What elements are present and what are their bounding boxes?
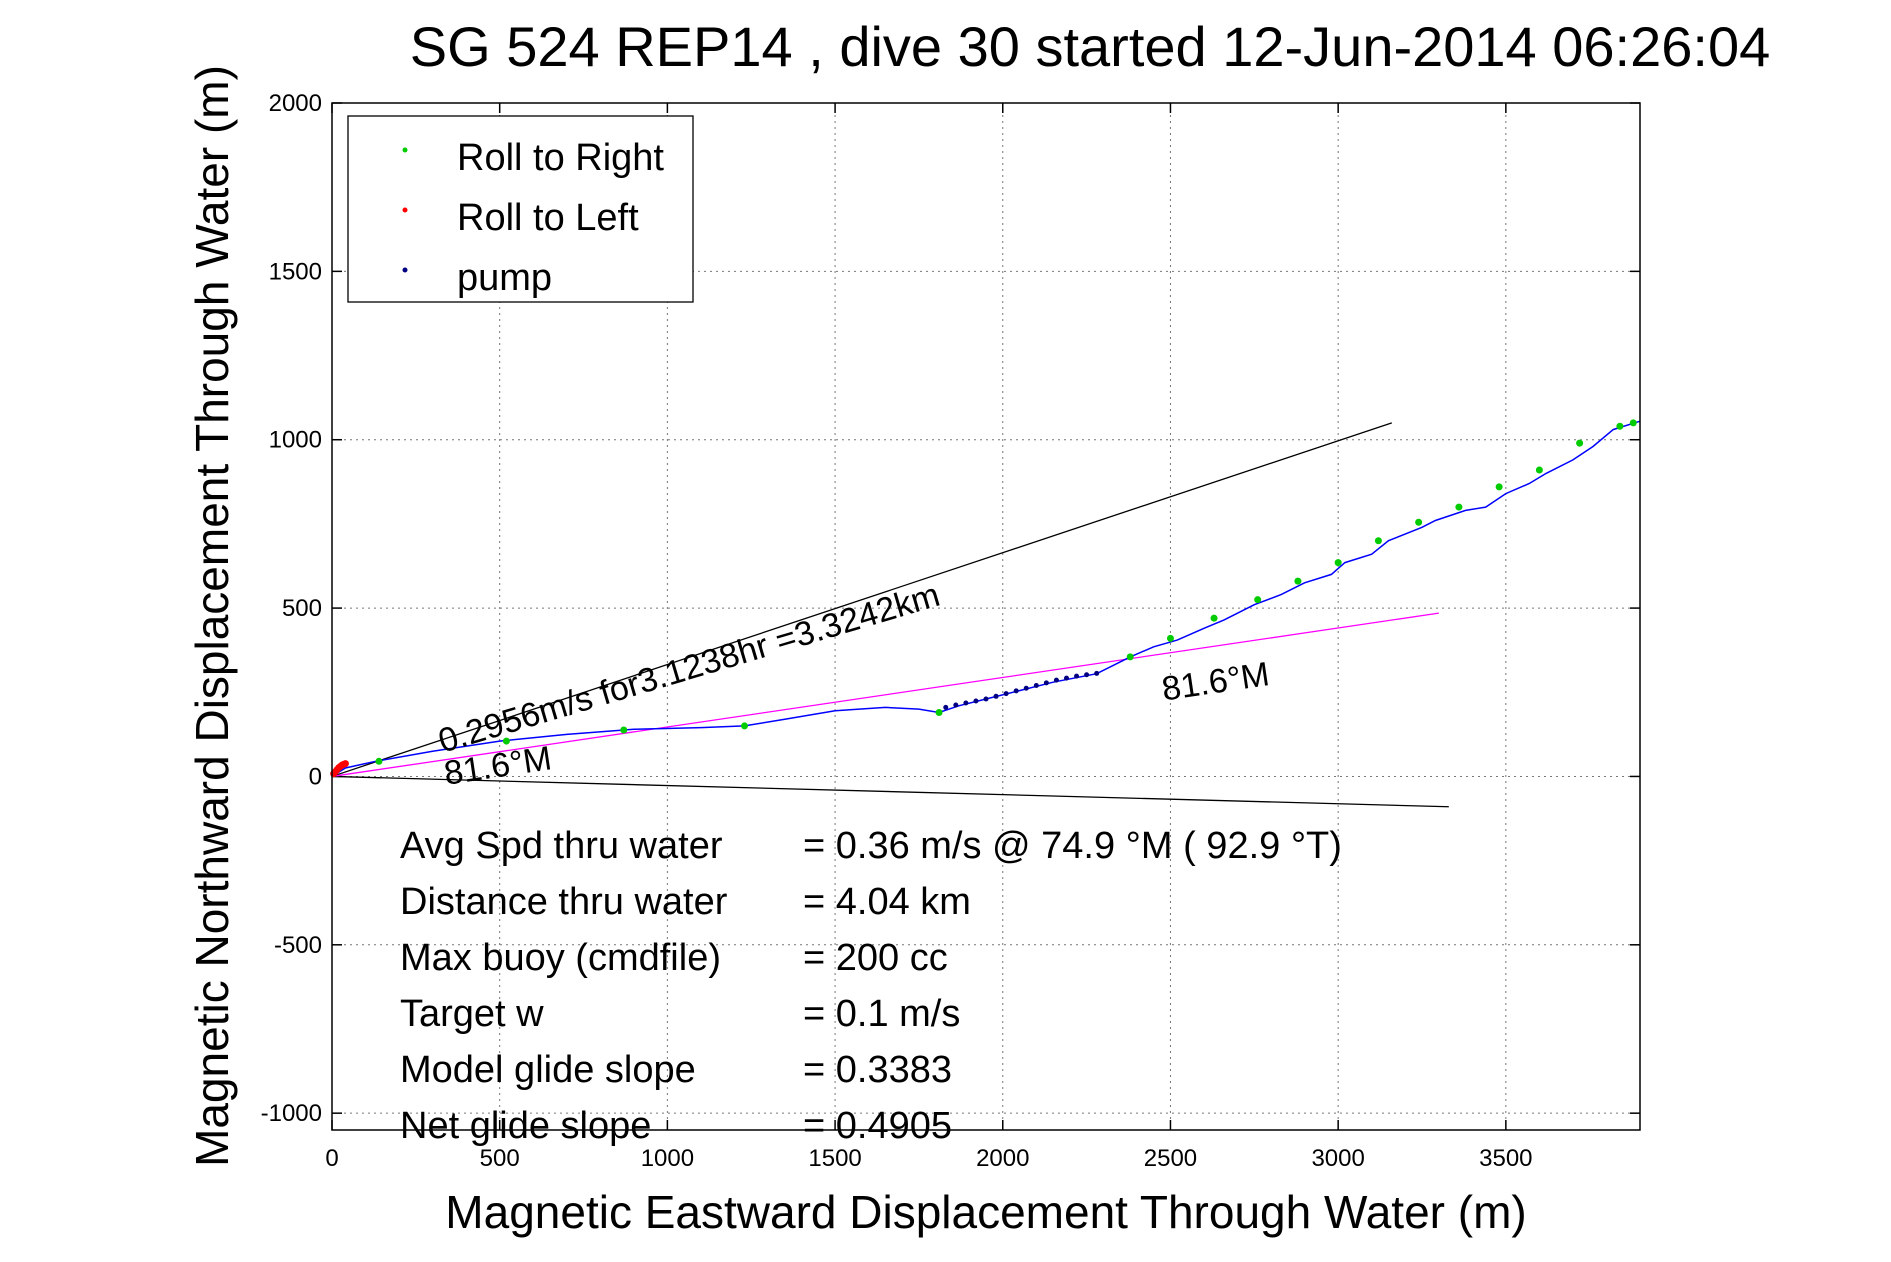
x-tick-label: 500 [480,1145,520,1172]
roll-right-point [1374,537,1382,545]
markers [330,419,1637,778]
pump-point [953,702,959,708]
pump-point [1094,670,1100,676]
pump-point [1053,677,1059,683]
stat-value: = 200 cc [803,937,948,979]
stat-value: = 0.36 m/s @ 74.9 °M ( 92.9 °T) [803,825,1342,867]
legend-label: Roll to Right [457,137,664,179]
plot-frame [331,102,1641,1131]
axis-ticks: 0 500 1000 1500 2000 2500 3000 3500 -1000 -500 0 50… [261,90,1640,1172]
y-axis-label: Magnetic Northward Displacement Through … [186,65,238,1167]
x-tick-label: 1500 [808,1145,861,1172]
legend-marker [402,207,408,213]
roll-right-point [1629,419,1637,427]
reference-line-lower [331,775,1449,808]
y-tick-label: 500 [282,595,322,622]
roll-right-point [1166,634,1174,642]
stat-label: Model glide slope [400,1049,696,1091]
x-tick-label: 1000 [641,1145,694,1172]
roll-right-point [1254,596,1262,604]
pump-point [1013,688,1019,694]
pump-point [1084,672,1090,678]
x-tick-label: 2000 [976,1145,1029,1172]
roll-right-point [935,708,943,716]
roll-right-point [1126,653,1134,661]
pump-point [1023,685,1029,691]
pump-point [1074,673,1080,679]
x-axis-label: Magnetic Eastward Displacement Through W… [445,1186,1526,1238]
stat-value: = 0.1 m/s [803,993,960,1035]
reference-lines [331,422,1449,808]
pump-point [1043,680,1049,686]
roll-right-point [741,722,749,730]
reference-line-upper [331,422,1393,778]
pump-point [1003,691,1009,697]
roll-right-point [620,726,628,734]
y-tick-label: -1000 [261,1100,322,1127]
pump-point [1063,675,1069,681]
pump-point [943,704,949,710]
stat-label: Target w [400,993,544,1035]
y-tick-label: 2000 [269,90,322,117]
pump-point [993,693,999,699]
roll-right-point [1576,439,1584,447]
roll-right-point [1294,577,1302,585]
pump-point [1033,683,1039,689]
y-tick-label: 0 [309,763,322,790]
y-tick-label: 1000 [269,427,322,454]
y-tick-label: 1500 [269,258,322,285]
pump-point [973,698,979,704]
stat-label: Distance thru water [400,881,728,923]
roll-right-point [1455,503,1463,511]
legend-marker [402,267,408,273]
y-tick-label: -500 [274,932,322,959]
legend-label: pump [457,257,552,299]
stat-label: Avg Spd thru water [400,825,723,867]
roll-right-point [1495,483,1503,491]
stat-label: Max buoy (cmdfile) [400,937,721,979]
stats-block: Avg Spd thru water = 0.36 m/s @ 74.9 °M (… [400,825,1342,1147]
x-tick-label: 3000 [1311,1145,1364,1172]
track-line [331,420,1641,778]
roll-left-point [341,760,349,768]
roll-right-point [375,757,383,765]
x-tick-label: 0 [325,1145,338,1172]
stat-label: Net glide slope [400,1105,651,1147]
chart-title: SG 524 REP14 , dive 30 started 12-Jun-20… [410,15,1770,78]
roll-right-point [1210,614,1218,622]
roll-right-point [502,737,510,745]
legend-marker [402,147,408,153]
roll-right-point [1415,518,1423,526]
roll-right-point [1616,422,1624,430]
roll-right-point [1334,559,1342,567]
legend-label: Roll to Left [457,197,639,239]
stat-value: = 0.4905 [803,1105,952,1147]
roll-right-point [1535,466,1543,474]
legend: Roll to Right Roll to Left pump [347,115,694,303]
stat-value: = 0.3383 [803,1049,952,1091]
reference-line-heading [331,612,1439,778]
pump-point [963,700,969,706]
track [331,420,1641,778]
x-tick-label: 2500 [1144,1145,1197,1172]
x-tick-label: 3500 [1479,1145,1532,1172]
pump-point [983,696,989,702]
stat-value: = 4.04 km [803,881,971,923]
